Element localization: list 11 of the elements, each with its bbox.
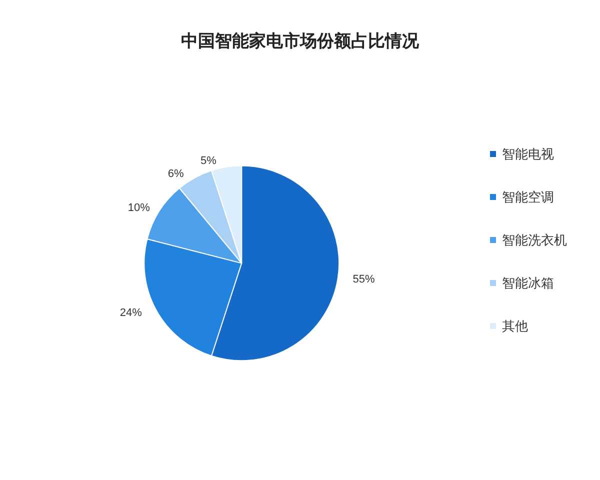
- legend-label: 智能空调: [502, 190, 554, 204]
- data-label: 10%: [128, 202, 150, 214]
- data-label: 55%: [352, 273, 375, 286]
- data-label: 24%: [120, 307, 142, 320]
- legend-label: 其他: [502, 318, 528, 334]
- legend-label: 智能电视: [502, 146, 554, 162]
- data-label: 5%: [200, 155, 217, 168]
- legend-label: 智能洗衣机: [502, 232, 567, 248]
- data-label: 6%: [168, 168, 184, 180]
- chart-title: 中国智能家电市场份额占比情况: [181, 32, 420, 52]
- legend-label: 智能冰箱: [502, 276, 554, 290]
